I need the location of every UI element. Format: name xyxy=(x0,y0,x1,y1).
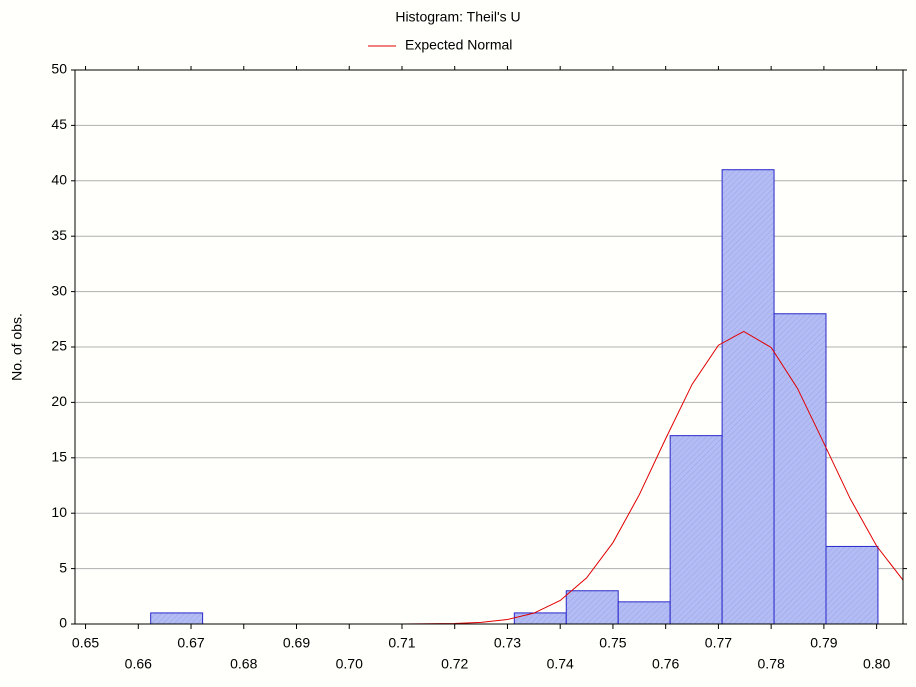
y-tick-label: 0 xyxy=(59,615,67,631)
y-tick-label: 10 xyxy=(51,504,67,520)
x-tick-label: 0.66 xyxy=(125,656,152,672)
y-tick-label: 15 xyxy=(51,449,67,465)
histogram-bar xyxy=(513,612,567,625)
y-tick-label: 35 xyxy=(51,227,67,243)
x-tick-label: 0.77 xyxy=(705,635,732,651)
x-tick-label: 0.75 xyxy=(599,635,626,651)
y-tick-label: 20 xyxy=(51,393,67,409)
x-tick-label: 0.76 xyxy=(652,656,679,672)
x-tick-label: 0.72 xyxy=(441,656,468,672)
chart-title: Histogram: Theil's U xyxy=(395,9,520,25)
x-tick-label: 0.71 xyxy=(388,635,415,651)
histogram-bar xyxy=(150,612,204,625)
x-tick-label: 0.78 xyxy=(758,656,785,672)
x-tick-label: 0.73 xyxy=(494,635,521,651)
plot-frame xyxy=(74,69,904,625)
legend-label: Expected Normal xyxy=(405,37,512,53)
y-tick-label: 45 xyxy=(51,116,67,132)
x-tick-label: 0.68 xyxy=(230,656,257,672)
histogram-bar xyxy=(617,601,671,625)
y-tick-label: 40 xyxy=(51,172,67,188)
x-tick-label: 0.79 xyxy=(810,635,837,651)
histogram-bar xyxy=(721,169,775,625)
y-tick-label: 5 xyxy=(59,559,67,575)
y-tick-label: 30 xyxy=(51,282,67,298)
histogram-bar xyxy=(669,435,723,625)
histogram-bar xyxy=(565,590,619,625)
histogram-bar xyxy=(825,545,879,625)
y-tick-label: 25 xyxy=(51,338,67,354)
histogram-bar xyxy=(773,313,827,625)
normal-curve xyxy=(75,330,903,624)
x-tick-label: 0.80 xyxy=(863,656,890,672)
y-tick-label: 50 xyxy=(51,61,67,77)
x-tick-label: 0.74 xyxy=(547,656,574,672)
x-tick-label: 0.70 xyxy=(336,656,363,672)
x-tick-label: 0.69 xyxy=(283,635,310,651)
y-axis-label: No. of obs. xyxy=(9,313,25,381)
x-tick-label: 0.65 xyxy=(72,635,99,651)
x-tick-label: 0.67 xyxy=(177,635,204,651)
